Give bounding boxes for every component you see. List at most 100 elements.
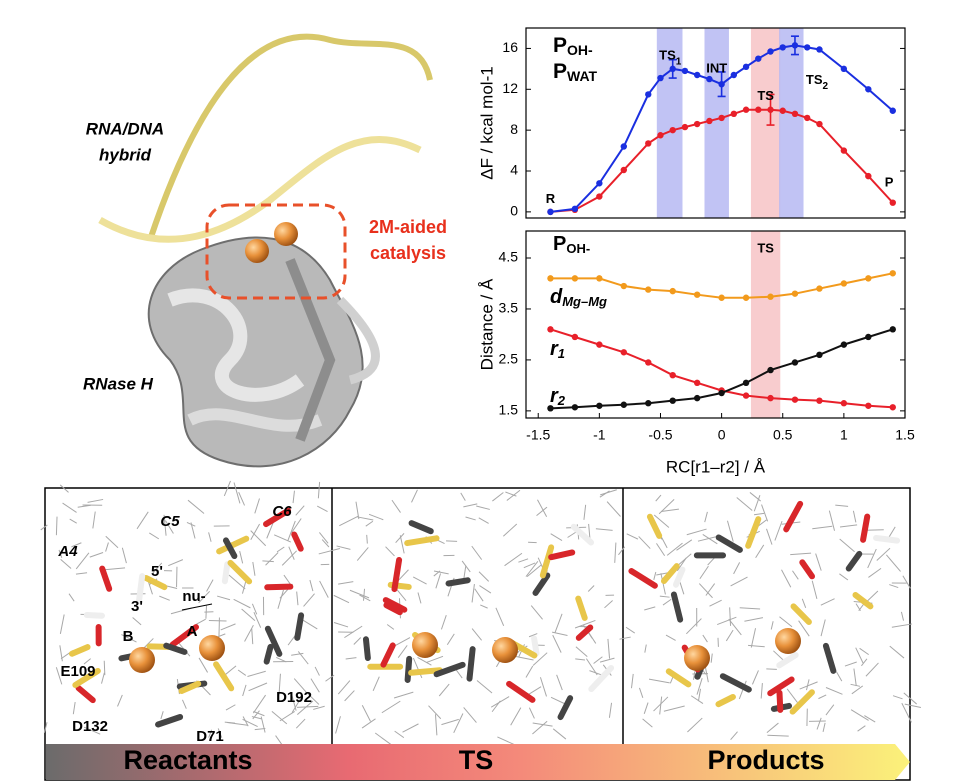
wire-bond [891, 623, 913, 628]
wire-bond [730, 731, 738, 741]
wire-bond [868, 567, 882, 578]
wire-bond [337, 680, 351, 695]
wire-bond [164, 520, 174, 534]
wire-bond [399, 535, 405, 554]
annotation: TS [757, 240, 774, 255]
error-bar [668, 58, 677, 79]
wire-bond [528, 707, 535, 719]
wire-bond [512, 655, 534, 661]
wire-bond [381, 700, 401, 714]
wire-bond [291, 518, 302, 534]
wire-bond [152, 562, 163, 574]
data-point [865, 275, 872, 282]
wire-bond [574, 619, 596, 629]
series-label: r2 [550, 385, 566, 408]
wire-bond [59, 614, 65, 634]
data-point [645, 359, 652, 366]
wire-bond [426, 655, 444, 664]
stick-bond [263, 643, 274, 665]
wire-bond [805, 679, 810, 691]
wire-bond [825, 704, 835, 716]
wire-bond [208, 620, 227, 622]
hybrid-label: hybrid [99, 145, 152, 164]
wire-bond [262, 560, 274, 563]
stick-bond [216, 535, 250, 555]
data-point [571, 275, 579, 282]
data-point [718, 389, 725, 397]
data-point [803, 44, 811, 51]
wire-bond [349, 589, 370, 599]
wire-bond [43, 722, 48, 733]
wire-bond [751, 670, 759, 685]
data-point [718, 114, 725, 122]
stick-bond [75, 685, 96, 704]
wire-bond [265, 552, 279, 566]
stick-bond [715, 534, 743, 553]
wire-bond [902, 575, 911, 589]
stick-bond [715, 693, 736, 708]
wire-bond [391, 499, 401, 513]
stick-bond [68, 644, 91, 657]
stick-bond [404, 535, 440, 547]
wire-bond [587, 585, 595, 592]
stick-bond [163, 642, 188, 655]
wire-bond [676, 557, 687, 572]
wire-bond [60, 558, 72, 569]
wire-bond [357, 516, 374, 521]
data-point [571, 205, 579, 213]
stage-arrow [46, 744, 910, 780]
wire-bond [435, 573, 442, 589]
wire-bond [525, 561, 539, 577]
wire-bond [608, 702, 613, 718]
structure-label: C6 [272, 503, 292, 520]
wire-bond [599, 490, 610, 498]
wire-bond [344, 690, 355, 702]
wire-bond [310, 678, 320, 693]
y-tick-label: 3.5 [499, 300, 519, 316]
wire-bond [822, 722, 826, 733]
wire-bond [505, 491, 517, 497]
wire-bond [744, 617, 764, 622]
wire-bond [828, 510, 836, 531]
wire-bond [434, 714, 438, 736]
wire-bond [726, 520, 734, 542]
wire-bond [101, 672, 105, 684]
wire-bond [356, 547, 369, 561]
wire-bond [550, 533, 563, 542]
y-tick-label: 4.5 [499, 249, 519, 265]
stick-bond [745, 516, 762, 549]
wire-bond [748, 644, 765, 648]
data-point [889, 270, 896, 277]
wire-bond [820, 619, 826, 637]
wire-bond [441, 718, 459, 726]
wire-bond [411, 489, 418, 503]
data-point [669, 126, 676, 134]
structure-label: A4 [57, 543, 78, 560]
data-point [840, 400, 848, 407]
x-tick-label: -0.5 [648, 427, 672, 443]
wire-bond [648, 678, 670, 684]
wire-bond [402, 723, 419, 733]
wire-bond [537, 499, 548, 517]
wire-bond [865, 662, 879, 677]
wire-bond [889, 584, 899, 589]
wire-bond [279, 711, 295, 722]
stage-label: Products [707, 745, 824, 775]
data-point [742, 106, 750, 113]
wire-bond [395, 533, 405, 544]
wire-bond [687, 717, 703, 733]
wire-bond [552, 728, 567, 740]
x-tick-label: 0.5 [773, 427, 793, 443]
wire-bond [853, 668, 857, 687]
wire-bond [103, 567, 126, 571]
wire-bond [552, 631, 568, 636]
wire-bond [825, 687, 843, 695]
x-tick-label: 1.5 [895, 427, 915, 443]
wire-bond [463, 707, 477, 723]
wire-bond [446, 633, 455, 646]
structure-label: E109 [60, 663, 95, 680]
data-point [669, 397, 676, 404]
wire-bond [658, 498, 675, 515]
wire-bond [575, 646, 588, 657]
data-point [816, 46, 823, 53]
